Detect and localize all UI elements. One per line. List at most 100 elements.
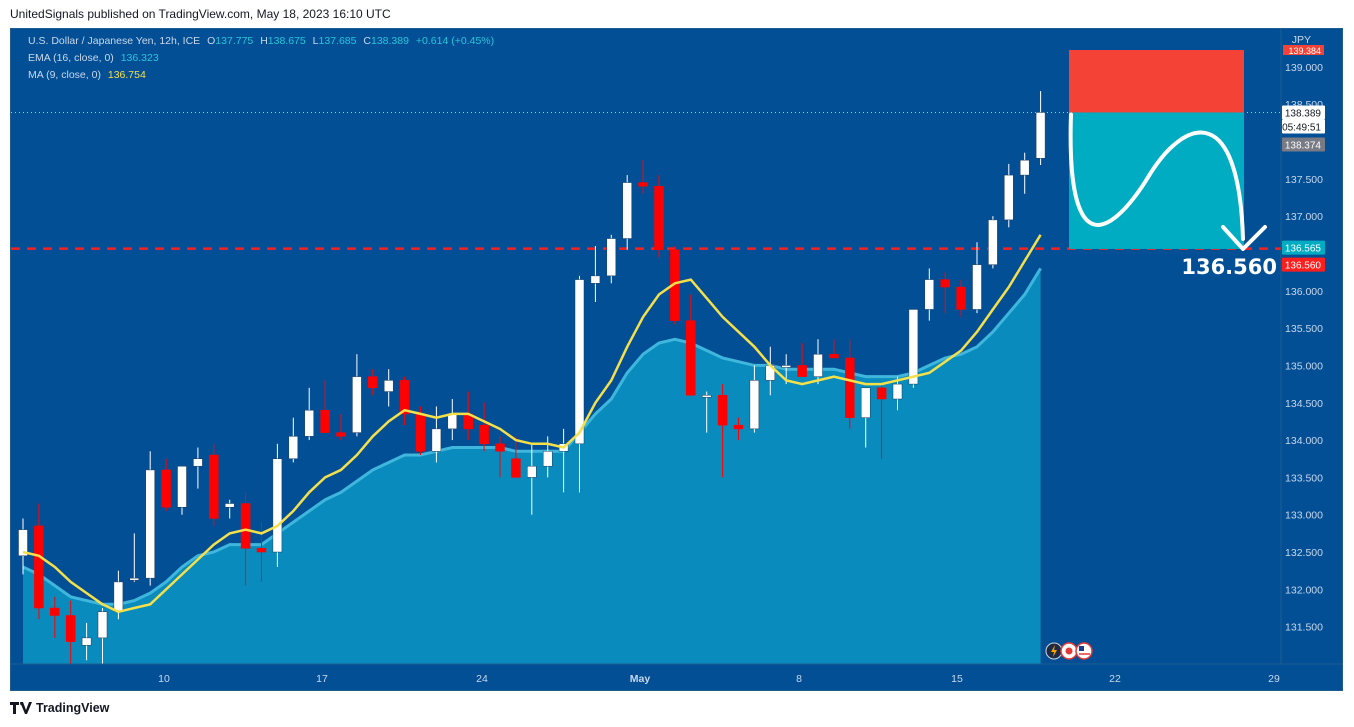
candle-body: [654, 186, 664, 250]
footer: TradingView: [10, 701, 109, 715]
legend-high-value: 138.675: [267, 35, 306, 47]
legend-low-value: 137.685: [318, 35, 357, 47]
target-label: 136.560: [1181, 255, 1277, 279]
candle-body: [129, 577, 140, 581]
candle-body: [781, 365, 791, 368]
candle-body: [542, 451, 553, 467]
candle-body: [34, 525, 44, 609]
time-tick-label: 29: [1268, 673, 1280, 685]
legend-change: +0.614 (+0.45%): [415, 35, 495, 47]
legend-ema-label: EMA (16, close, 0): [28, 52, 114, 64]
candle-body: [368, 376, 378, 389]
candle-body: [924, 279, 935, 310]
candle-body: [1004, 174, 1014, 221]
candle-body: [256, 548, 267, 553]
candle-body: [81, 637, 92, 646]
countdown-label-bg: [1282, 119, 1325, 134]
candle-body: [606, 238, 617, 277]
candle-body: [431, 428, 442, 452]
legend-ema-row[interactable]: EMA (16, close, 0) 136.323: [28, 52, 159, 64]
legend-ohlc-row: U.S. Dollar / Japanese Yen, 12h, ICE O13…: [28, 35, 494, 47]
candle-body: [829, 353, 839, 359]
countdown-label: 05:49:51: [1282, 122, 1321, 133]
price-tick-label: 132.000: [1285, 584, 1323, 596]
candle-body: [479, 424, 489, 445]
price-tick-label: 131.500: [1285, 622, 1323, 634]
candle-body: [892, 383, 903, 400]
candle-body: [177, 465, 187, 508]
candle-body: [972, 264, 982, 310]
time-tick-label: 15: [951, 673, 963, 685]
candle-body: [749, 380, 760, 430]
candle-body: [622, 182, 632, 239]
price-tick-label: 139.000: [1285, 62, 1323, 74]
candle-body: [701, 395, 712, 398]
candle-body: [224, 503, 235, 508]
level-price-label-bg: [1282, 257, 1325, 272]
candle-body: [336, 432, 346, 437]
price-tick-label: 137.000: [1285, 211, 1323, 223]
candle-body: [352, 376, 362, 433]
candle-body: [320, 409, 330, 433]
legend-open-value: 137.775: [215, 35, 254, 47]
candle-body: [288, 436, 299, 459]
price-tick-label: 134.000: [1285, 435, 1323, 447]
legend-ma-value: 136.754: [107, 69, 146, 81]
candle-body: [193, 458, 203, 467]
candle-body: [511, 458, 521, 478]
publisher-line: UnitedSignals published on TradingView.c…: [10, 7, 391, 21]
candle-body: [240, 503, 251, 549]
candle-body: [860, 387, 871, 418]
legend-low-label: L: [312, 35, 319, 47]
target-zone[interactable]: [1069, 112, 1244, 249]
legend-close-value: 138.389: [371, 35, 409, 47]
stop-price-label: 139.384: [1288, 46, 1321, 56]
legend-ma-row[interactable]: MA (9, close, 0) 136.754: [28, 69, 146, 81]
candle-body: [1019, 159, 1030, 176]
legend-high-label: H: [260, 35, 268, 47]
candle-body: [272, 458, 283, 553]
us-flag-canton: [1079, 646, 1084, 651]
legend-open-label: O: [207, 35, 216, 47]
ma-line: [22, 234, 1042, 614]
candle-body: [113, 581, 124, 613]
last-price-label: 138.389: [1285, 108, 1322, 119]
candle-body: [50, 607, 60, 616]
price-tick-label: 133.500: [1285, 472, 1323, 484]
candle-body: [65, 615, 76, 642]
price-chart[interactable]: 136.560139.000138.500137.500137.000136.0…: [11, 29, 1342, 690]
candle-body: [813, 353, 823, 377]
candle-body: [447, 413, 458, 430]
stop-zone[interactable]: [1069, 50, 1244, 113]
candle-body: [304, 409, 314, 437]
price-tick-label: 136.000: [1285, 286, 1323, 298]
time-tick-label: 22: [1109, 673, 1121, 685]
gray-price-label: 138.374: [1285, 140, 1322, 151]
candle-body: [717, 395, 728, 426]
candle-body: [908, 309, 919, 385]
candle-body: [495, 443, 505, 452]
chart-frame[interactable]: 136.560 139.000 138.500 137.500 137.000 136.0…: [10, 28, 1343, 691]
candle-body: [415, 413, 426, 452]
candle-body: [686, 320, 696, 396]
gray-price-label-bg: [1282, 137, 1325, 152]
candle-body: [797, 365, 807, 377]
candle-body: [574, 279, 585, 445]
candle-body: [97, 611, 108, 639]
price-tick-label: 132.500: [1285, 547, 1323, 559]
candle-body: [940, 279, 950, 288]
candle-body: [733, 424, 744, 430]
price-tick-label: 135.000: [1285, 360, 1323, 372]
stop-price-label-bg: [1283, 45, 1324, 55]
footer-brand: TradingView: [36, 701, 110, 715]
candle-body: [161, 469, 171, 508]
time-tick-label: 8: [796, 673, 802, 685]
forecast-curve: [1068, 112, 1245, 241]
candle-body: [18, 529, 28, 557]
price-tick-label: 135.500: [1285, 323, 1323, 335]
legend-close-label: C: [363, 35, 371, 47]
price-tick-label: 133.000: [1285, 510, 1323, 522]
candle-body: [845, 357, 855, 418]
time-tick-label: 10: [158, 673, 170, 685]
candle-body: [209, 454, 219, 519]
